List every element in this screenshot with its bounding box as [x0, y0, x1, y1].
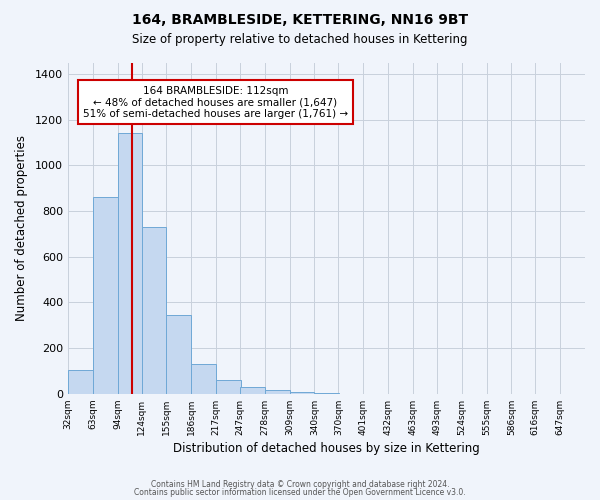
Bar: [191, 364, 216, 394]
Bar: [93, 198, 118, 394]
Text: 164 BRAMBLESIDE: 112sqm
← 48% of detached houses are smaller (1,647)
51% of semi: 164 BRAMBLESIDE: 112sqm ← 48% of detache…: [83, 86, 348, 119]
Text: Contains public sector information licensed under the Open Government Licence v3: Contains public sector information licen…: [134, 488, 466, 497]
Text: Contains HM Land Registry data © Crown copyright and database right 2024.: Contains HM Land Registry data © Crown c…: [151, 480, 449, 489]
Bar: [142, 227, 166, 394]
X-axis label: Distribution of detached houses by size in Kettering: Distribution of detached houses by size …: [173, 442, 480, 455]
Bar: [290, 392, 314, 394]
Bar: [68, 370, 93, 394]
Text: 164, BRAMBLESIDE, KETTERING, NN16 9BT: 164, BRAMBLESIDE, KETTERING, NN16 9BT: [132, 12, 468, 26]
Bar: [314, 392, 339, 394]
Y-axis label: Number of detached properties: Number of detached properties: [15, 135, 28, 321]
Bar: [166, 315, 191, 394]
Bar: [265, 390, 290, 394]
Bar: [118, 134, 142, 394]
Text: Size of property relative to detached houses in Kettering: Size of property relative to detached ho…: [132, 32, 468, 46]
Bar: [216, 380, 241, 394]
Bar: [240, 387, 265, 394]
